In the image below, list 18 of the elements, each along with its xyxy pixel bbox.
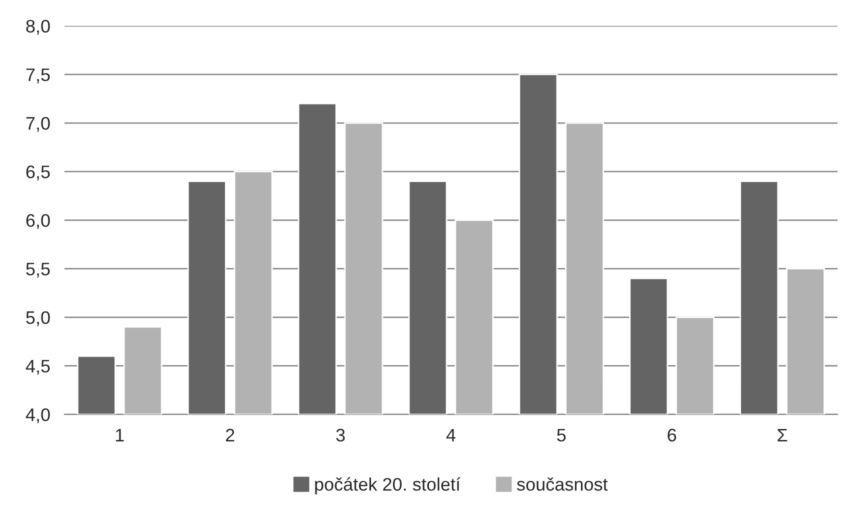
x-tick-label: 4 xyxy=(446,428,456,442)
legend-label: současnost xyxy=(516,477,608,491)
y-tick-label: 6,5 xyxy=(26,166,50,180)
y-tick-label: 4,5 xyxy=(26,360,50,375)
y-tick-label: 6,0 xyxy=(26,214,50,230)
y-tick-label: 7,5 xyxy=(26,68,50,84)
y-tick-label: 7,0 xyxy=(26,116,50,132)
y-tick-label: 8,0 xyxy=(26,20,50,35)
y-tick-label: 5,0 xyxy=(26,311,50,326)
x-tick-label: 3 xyxy=(336,428,345,442)
x-tick-label: 6 xyxy=(668,428,676,442)
y-tick-label: 4,0 xyxy=(26,408,50,424)
x-tick-label: 5 xyxy=(557,428,566,442)
y-tick-label: 5,5 xyxy=(26,262,50,278)
x-tick-label: Σ xyxy=(778,428,788,442)
legend-label: počátek 20. století xyxy=(315,477,460,494)
x-tick-label: 2 xyxy=(226,428,234,442)
x-tick-label: 1 xyxy=(116,428,124,442)
